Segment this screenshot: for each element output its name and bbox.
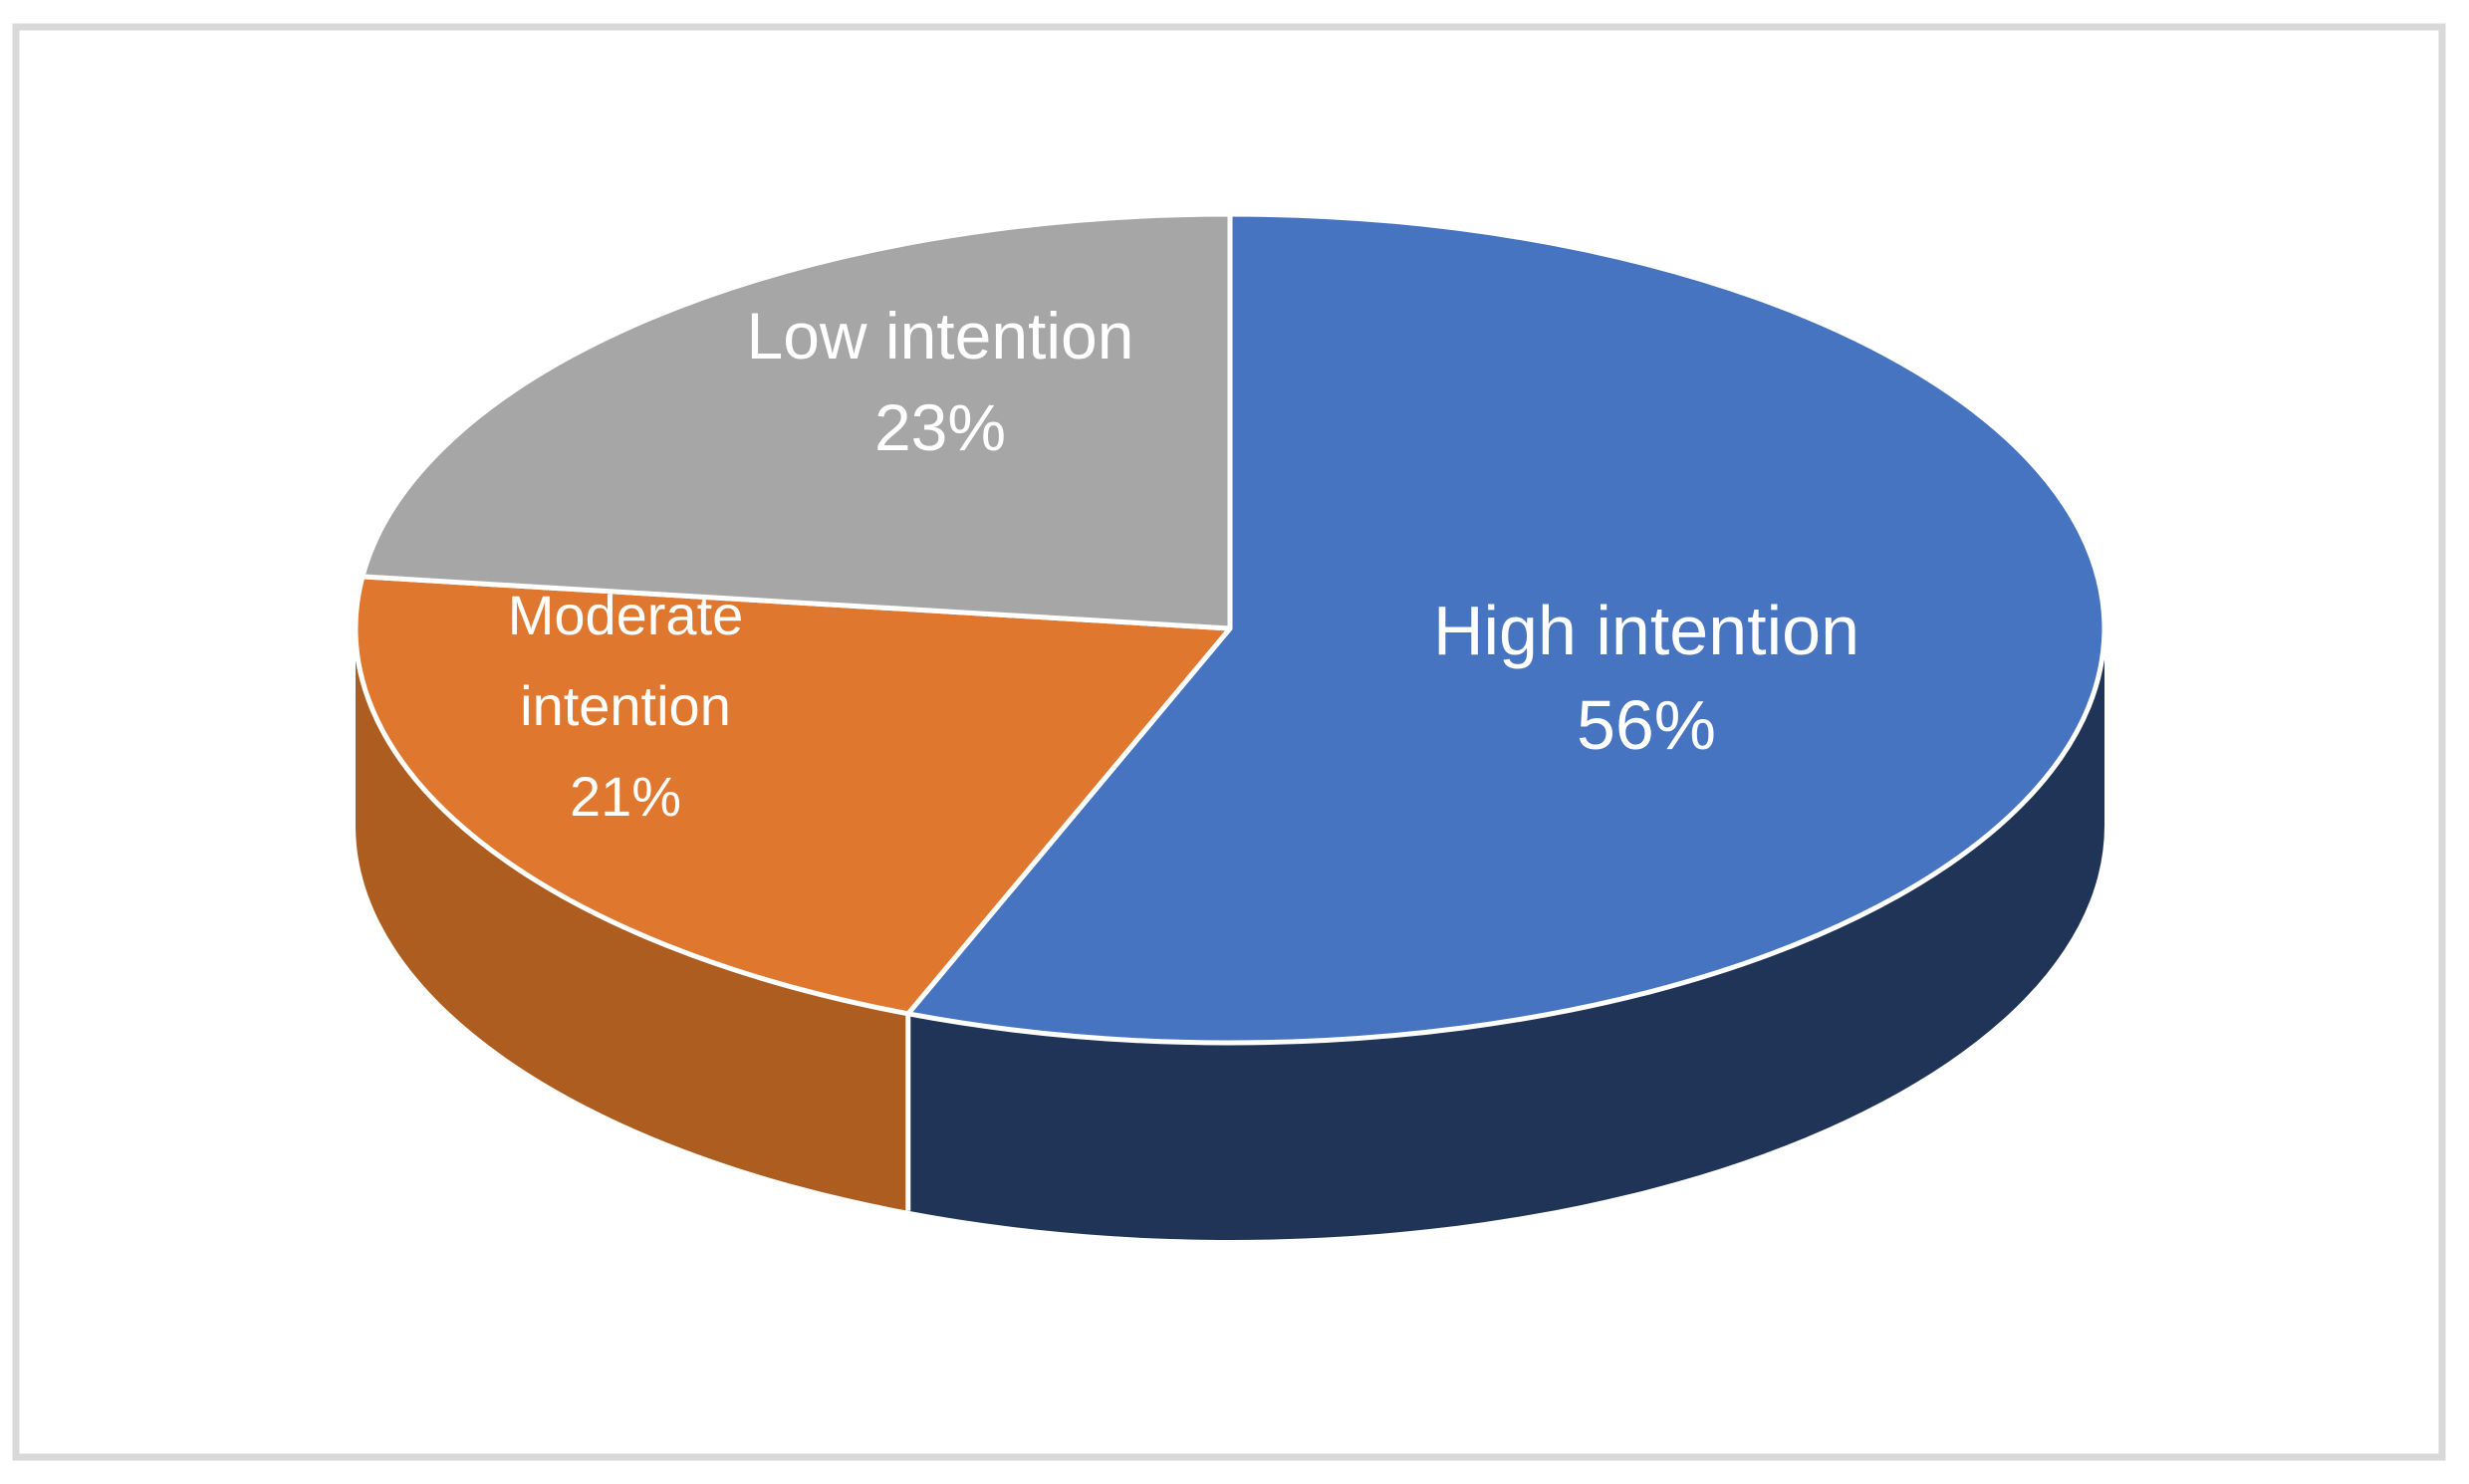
pie-label-moderate-intention-line-1: Moderate — [508, 584, 744, 646]
pie-label-moderate-intention-line-2: intention — [520, 674, 731, 737]
pie-slice-low-intention — [360, 211, 1233, 631]
pie-label-high-intention-line-1: High intention — [1433, 592, 1859, 669]
pie-label-low-intention-line-2: 23% — [874, 390, 1006, 464]
pie-slice-high-intention — [905, 211, 2107, 1046]
pie-slice-moderate-intention — [353, 574, 1233, 1017]
pie-slice-side-high-intention — [907, 628, 2104, 1241]
pie-slice-side-moderate-intention — [355, 628, 908, 1211]
pie-label-low-intention-line-1: Low intention — [747, 299, 1134, 372]
pie-label-high-intention-line-2: 56% — [1577, 686, 1716, 764]
pie-label-moderate-intention-line-3: 21% — [570, 765, 681, 828]
